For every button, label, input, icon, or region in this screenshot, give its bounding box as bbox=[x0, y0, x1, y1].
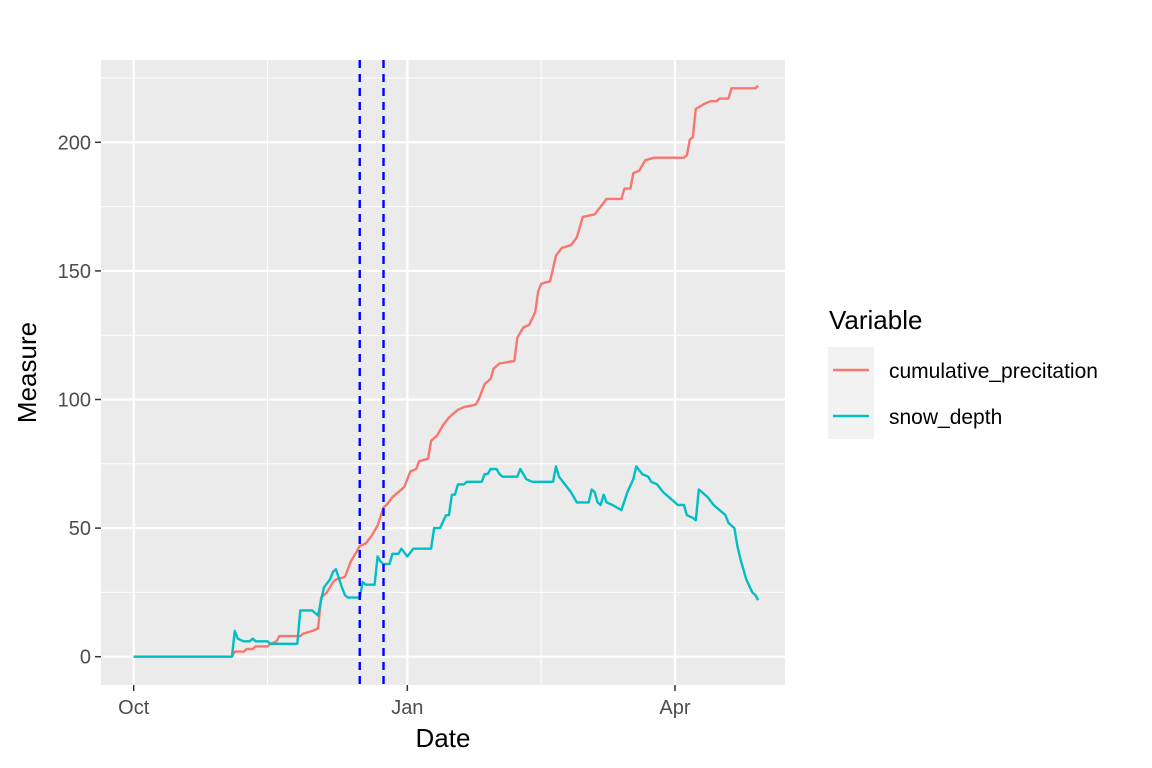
y-tick-label: 200 bbox=[58, 132, 91, 154]
series-line-cumulative-precitation bbox=[133, 84, 760, 658]
legend-items: cumulative_precitation snow_depth bbox=[828, 347, 1098, 439]
y-tick-label: 150 bbox=[58, 261, 91, 283]
y-tick-label: 0 bbox=[80, 647, 91, 669]
y-axis-title: Measure bbox=[12, 322, 42, 423]
x-axis: Oct Jan Apr bbox=[118, 685, 691, 719]
reference-lines bbox=[358, 60, 385, 685]
legend-title: Variable bbox=[829, 305, 922, 335]
legend: Variable cumulative_precitation snow_dept… bbox=[828, 305, 1098, 439]
legend-label-cumulative-precitation: cumulative_precitation bbox=[889, 360, 1098, 383]
y-axis: 0 50 100 150 200 bbox=[58, 132, 101, 669]
y-tick-label: 50 bbox=[69, 518, 91, 540]
plot-panel bbox=[101, 60, 785, 685]
x-tick-label: Apr bbox=[659, 697, 690, 719]
legend-label-snow-depth: snow_depth bbox=[889, 406, 1002, 429]
x-tick-label: Oct bbox=[118, 697, 150, 719]
series-line-snow-depth bbox=[133, 465, 760, 658]
minor-gridlines bbox=[101, 60, 785, 685]
x-axis-title: Date bbox=[416, 723, 471, 753]
x-tick-label: Jan bbox=[391, 697, 423, 719]
series-lines bbox=[133, 84, 760, 658]
y-tick-label: 100 bbox=[58, 390, 91, 412]
